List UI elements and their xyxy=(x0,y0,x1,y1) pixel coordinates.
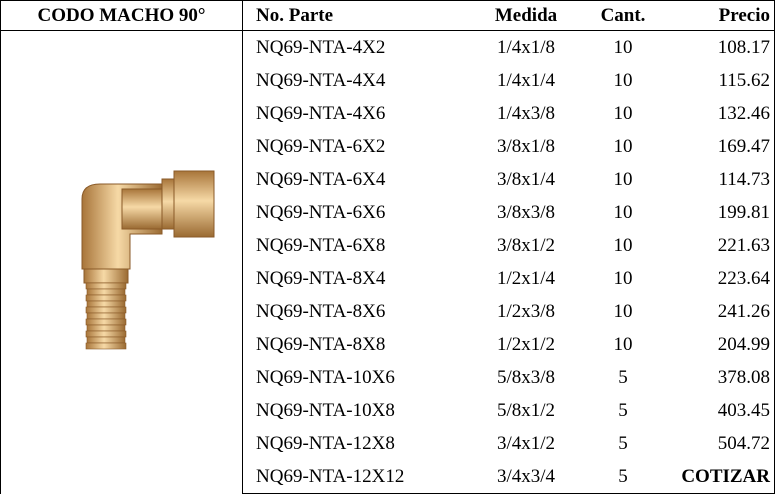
cell: 221.63 xyxy=(658,229,775,262)
row: NQ69-NTA-6X4 3/8x1/4 10 114.73 xyxy=(1,163,775,196)
cell: 3/8x1/2 xyxy=(496,234,556,256)
cell: 223.64 xyxy=(658,262,775,295)
col-header: Precio xyxy=(658,0,775,31)
col-header: No. Parte xyxy=(242,0,464,31)
row: NQ69-NTA-6X6 3/8x3/8 10 199.81 xyxy=(1,196,775,229)
cell: 132.46 xyxy=(658,97,775,130)
cell: NQ69-NTA-6X4 xyxy=(256,168,386,190)
thread-ridge xyxy=(86,324,125,332)
col-header: Cant. xyxy=(588,0,658,31)
cell: 3/8x3/8 xyxy=(496,201,556,223)
cell: 241.26 xyxy=(658,295,775,328)
nut xyxy=(173,170,214,238)
cell: NQ69-NTA-8X4 xyxy=(256,267,386,289)
cell: NQ69-NTA-4X6 xyxy=(256,102,386,124)
cell: 504.72 xyxy=(658,427,775,460)
thread-ridge xyxy=(85,342,126,350)
cell: 1/2x1/2 xyxy=(496,333,556,355)
cell: NQ69-NTA-6X6 xyxy=(256,201,386,223)
row: NQ69-NTA-4X4 1/4x1/4 10 115.62 xyxy=(1,64,775,97)
cell: NQ69-NTA-4X4 xyxy=(256,69,386,91)
row: NQ69-NTA-10X8 5/8x1/2 5 403.45 xyxy=(1,394,775,427)
thread-ridge xyxy=(85,306,126,314)
cell: 199.81 xyxy=(658,196,775,229)
cell: 10 xyxy=(613,135,633,157)
row: NQ69-NTA-6X2 3/8x1/8 10 169.47 xyxy=(1,130,775,163)
cell: NQ69-NTA-4X2 xyxy=(256,36,386,58)
row: NQ69-NTA-8X6 1/2x3/8 10 241.26 xyxy=(1,295,775,328)
cell: NQ69-NTA-8X6 xyxy=(256,300,386,322)
table-body: NQ69-NTA-4X2 1/4x1/8 10 108.17 NQ69-NTA-4X4 1… xyxy=(0,30,775,494)
row: NQ69-NTA-4X6 1/4x3/8 10 132.46 xyxy=(1,97,775,130)
cell: NQ69-NTA-12X12 xyxy=(242,460,464,494)
cell: 114.73 xyxy=(658,163,775,196)
cell: 10 xyxy=(613,36,633,58)
cell: COTIZAR xyxy=(658,460,775,494)
row: NQ69-NTA-8X8 1/2x1/2 10 204.99 xyxy=(1,328,775,361)
cell: NQ69-NTA-10X6 xyxy=(256,366,395,388)
elbow-fitting-image xyxy=(81,170,214,350)
nut-ring xyxy=(161,178,174,230)
row: NQ69-NTA-8X4 1/2x1/4 10 223.64 xyxy=(1,262,775,295)
cell: 403.45 xyxy=(658,394,775,427)
cell: 378.08 xyxy=(658,361,775,394)
row: NQ69-NTA-4X2 1/4x1/8 10 108.17 xyxy=(0,30,775,494)
thread-ridge xyxy=(85,282,126,290)
cell: 1/4x1/4 xyxy=(496,69,556,91)
row: NQ69-NTA-12X12 3/4x3/4 5 COTIZAR xyxy=(1,460,775,494)
cell: 10 xyxy=(613,69,633,91)
cell: 3/8x1/4 xyxy=(496,168,556,190)
cell: 5/8x1/2 xyxy=(496,399,556,421)
cell: 204.99 xyxy=(658,328,775,361)
cell: 10 xyxy=(613,234,633,256)
thread-ridge xyxy=(85,294,126,302)
collar xyxy=(83,268,128,284)
thread-ridge xyxy=(86,300,125,308)
cell: 5 xyxy=(618,366,628,388)
cell: 3/4x1/2 xyxy=(496,432,556,454)
cell: 1/4x3/8 xyxy=(496,102,556,124)
cell: 1/4x1/8 xyxy=(496,36,556,58)
cell: 10 xyxy=(613,201,633,223)
cell: NQ69-NTA-12X8 xyxy=(256,432,395,454)
cell: 10 xyxy=(613,168,633,190)
thread-ridge xyxy=(85,318,126,326)
thread-ridge xyxy=(86,336,125,344)
table-head: CODO MACHO 90° No. Parte Medida Cant. Pr… xyxy=(0,0,775,31)
row: NQ69-NTA-10X6 5/8x3/8 5 378.08 xyxy=(1,361,775,394)
cell: 10 xyxy=(613,333,633,355)
cell: NQ69-NTA-8X8 xyxy=(256,333,386,355)
cell: NQ69-NTA-6X2 xyxy=(256,135,386,157)
title: CODO MACHO 90° xyxy=(0,0,243,31)
cell: 5 xyxy=(588,460,658,494)
cell: 3/8x1/8 xyxy=(496,135,556,157)
header-row: CODO MACHO 90° No. Parte Medida Cant. Pr… xyxy=(0,0,775,31)
thread-ridge xyxy=(86,288,125,296)
cell: NQ69-NTA-6X8 xyxy=(256,234,386,256)
cell: 1/2x3/8 xyxy=(496,300,556,322)
cell: 169.47 xyxy=(658,130,775,163)
cell: 10 xyxy=(613,300,633,322)
cell: 3/4x3/4 xyxy=(464,460,588,494)
image-cell xyxy=(0,30,243,494)
row: NQ69-NTA-12X8 3/4x1/2 5 504.72 xyxy=(1,427,775,460)
cell: 108.17 xyxy=(658,30,775,64)
cell: 1/2x1/4 xyxy=(496,267,556,289)
cell: 5/8x3/8 xyxy=(496,366,556,388)
cell: 5 xyxy=(618,432,628,454)
cell: 5 xyxy=(618,399,628,421)
cell: 115.62 xyxy=(658,64,775,97)
cell: NQ69-NTA-10X8 xyxy=(256,399,395,421)
thread xyxy=(85,282,126,350)
cell: 10 xyxy=(613,102,633,124)
cell: 10 xyxy=(613,267,633,289)
row: NQ69-NTA-6X8 3/8x1/2 10 221.63 xyxy=(1,229,775,262)
thread-ridge xyxy=(86,312,125,320)
elbow-arm xyxy=(121,188,164,230)
thread-ridge xyxy=(85,330,126,338)
col-header: Medida xyxy=(464,0,588,31)
